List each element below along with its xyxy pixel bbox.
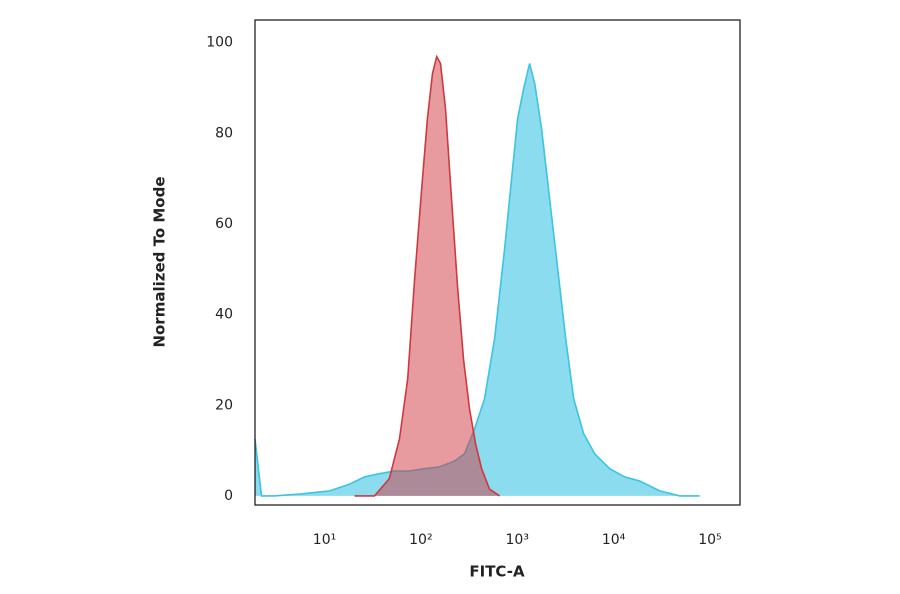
area-fill	[255, 63, 700, 496]
x-tick-label: 10¹	[313, 532, 336, 548]
y-tick-label: 20	[215, 397, 233, 413]
y-axis-label: Normalized To Mode	[151, 176, 169, 347]
series-outline	[354, 54, 501, 497]
y-tick-label: 80	[215, 125, 233, 141]
x-tick-label: 10⁵	[698, 532, 721, 548]
y-tick-label: 60	[215, 216, 233, 232]
area-fill	[354, 56, 500, 496]
x-tick-label: 10²	[409, 532, 432, 548]
x-tick-label: 10⁴	[602, 532, 626, 548]
x-tick-label: 10³	[506, 532, 529, 548]
x-axis-label: FITC-A	[469, 563, 525, 581]
plot-frame	[254, 19, 741, 506]
y-tick-label: 40	[215, 307, 233, 323]
y-tick-label: 0	[224, 488, 233, 504]
y-tick-label: 100	[206, 35, 233, 51]
series-outline	[254, 63, 700, 497]
